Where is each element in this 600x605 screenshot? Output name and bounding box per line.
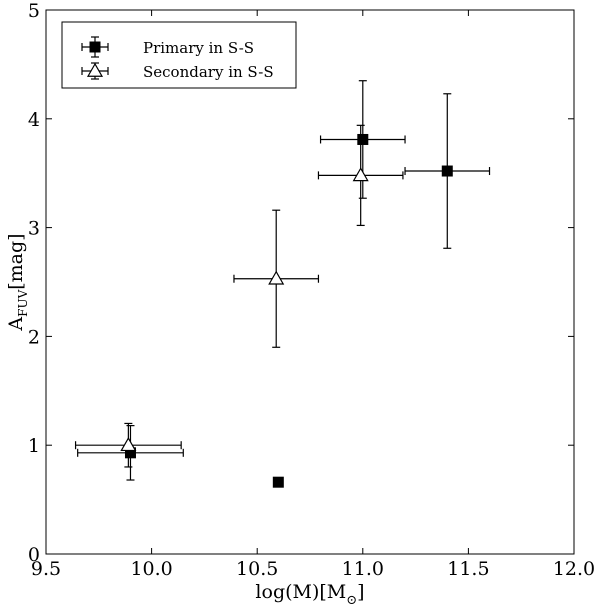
y-tick-label: 2 bbox=[28, 326, 40, 348]
x-axis-label-subscript: ⊙ bbox=[346, 593, 357, 605]
legend-marker-square bbox=[89, 41, 101, 53]
x-tick-label: 10.0 bbox=[130, 558, 172, 580]
data-point-square bbox=[124, 447, 136, 459]
x-tick-label: 11.5 bbox=[447, 558, 489, 580]
legend-label-primary: Primary in S-S bbox=[143, 39, 254, 57]
series-secondary bbox=[74, 124, 404, 468]
x-tick-label: 9.5 bbox=[31, 558, 61, 580]
data-layer bbox=[74, 80, 491, 488]
data-point-triangle bbox=[268, 270, 285, 285]
legend-box bbox=[61, 21, 297, 89]
data-point-square bbox=[272, 476, 284, 488]
plot-frame bbox=[45, 9, 575, 555]
x-axis-label-main: log(M)[M bbox=[255, 581, 346, 603]
y-tick-label: 1 bbox=[28, 435, 40, 457]
y-tick-label: 3 bbox=[28, 218, 40, 240]
y-tick-label: 0 bbox=[28, 544, 40, 566]
legend: Primary in S-S Secondary in S-S bbox=[61, 21, 297, 89]
y-axis-label-main: A bbox=[5, 317, 27, 332]
legend-marker-triangle bbox=[86, 62, 104, 77]
y-axis-label-subscript: FUV bbox=[16, 289, 30, 316]
ticks-layer: 9.5 10.0 10.5 11.0 11.5 12.0 0 1 2 3 4 5 bbox=[28, 0, 595, 580]
x-tick-label: 11.0 bbox=[342, 558, 384, 580]
data-point-triangle bbox=[120, 436, 137, 452]
x-axis-label-close: ] bbox=[357, 581, 364, 603]
data-point-square bbox=[357, 133, 369, 145]
series-primary bbox=[77, 80, 491, 488]
x-axis-label: log(M)[M⊙] bbox=[255, 581, 364, 605]
y-axis-label: AFUV[mag] bbox=[5, 233, 30, 331]
data-point-square bbox=[441, 165, 453, 177]
y-tick-label: 5 bbox=[28, 0, 40, 22]
x-tick-label: 10.5 bbox=[236, 558, 278, 580]
x-tick-label: 12.0 bbox=[553, 558, 595, 580]
y-tick-label: 4 bbox=[28, 109, 40, 131]
legend-label-secondary: Secondary in S-S bbox=[143, 63, 274, 81]
y-axis-label-rest: [mag] bbox=[5, 233, 27, 289]
data-point-triangle bbox=[352, 167, 369, 182]
